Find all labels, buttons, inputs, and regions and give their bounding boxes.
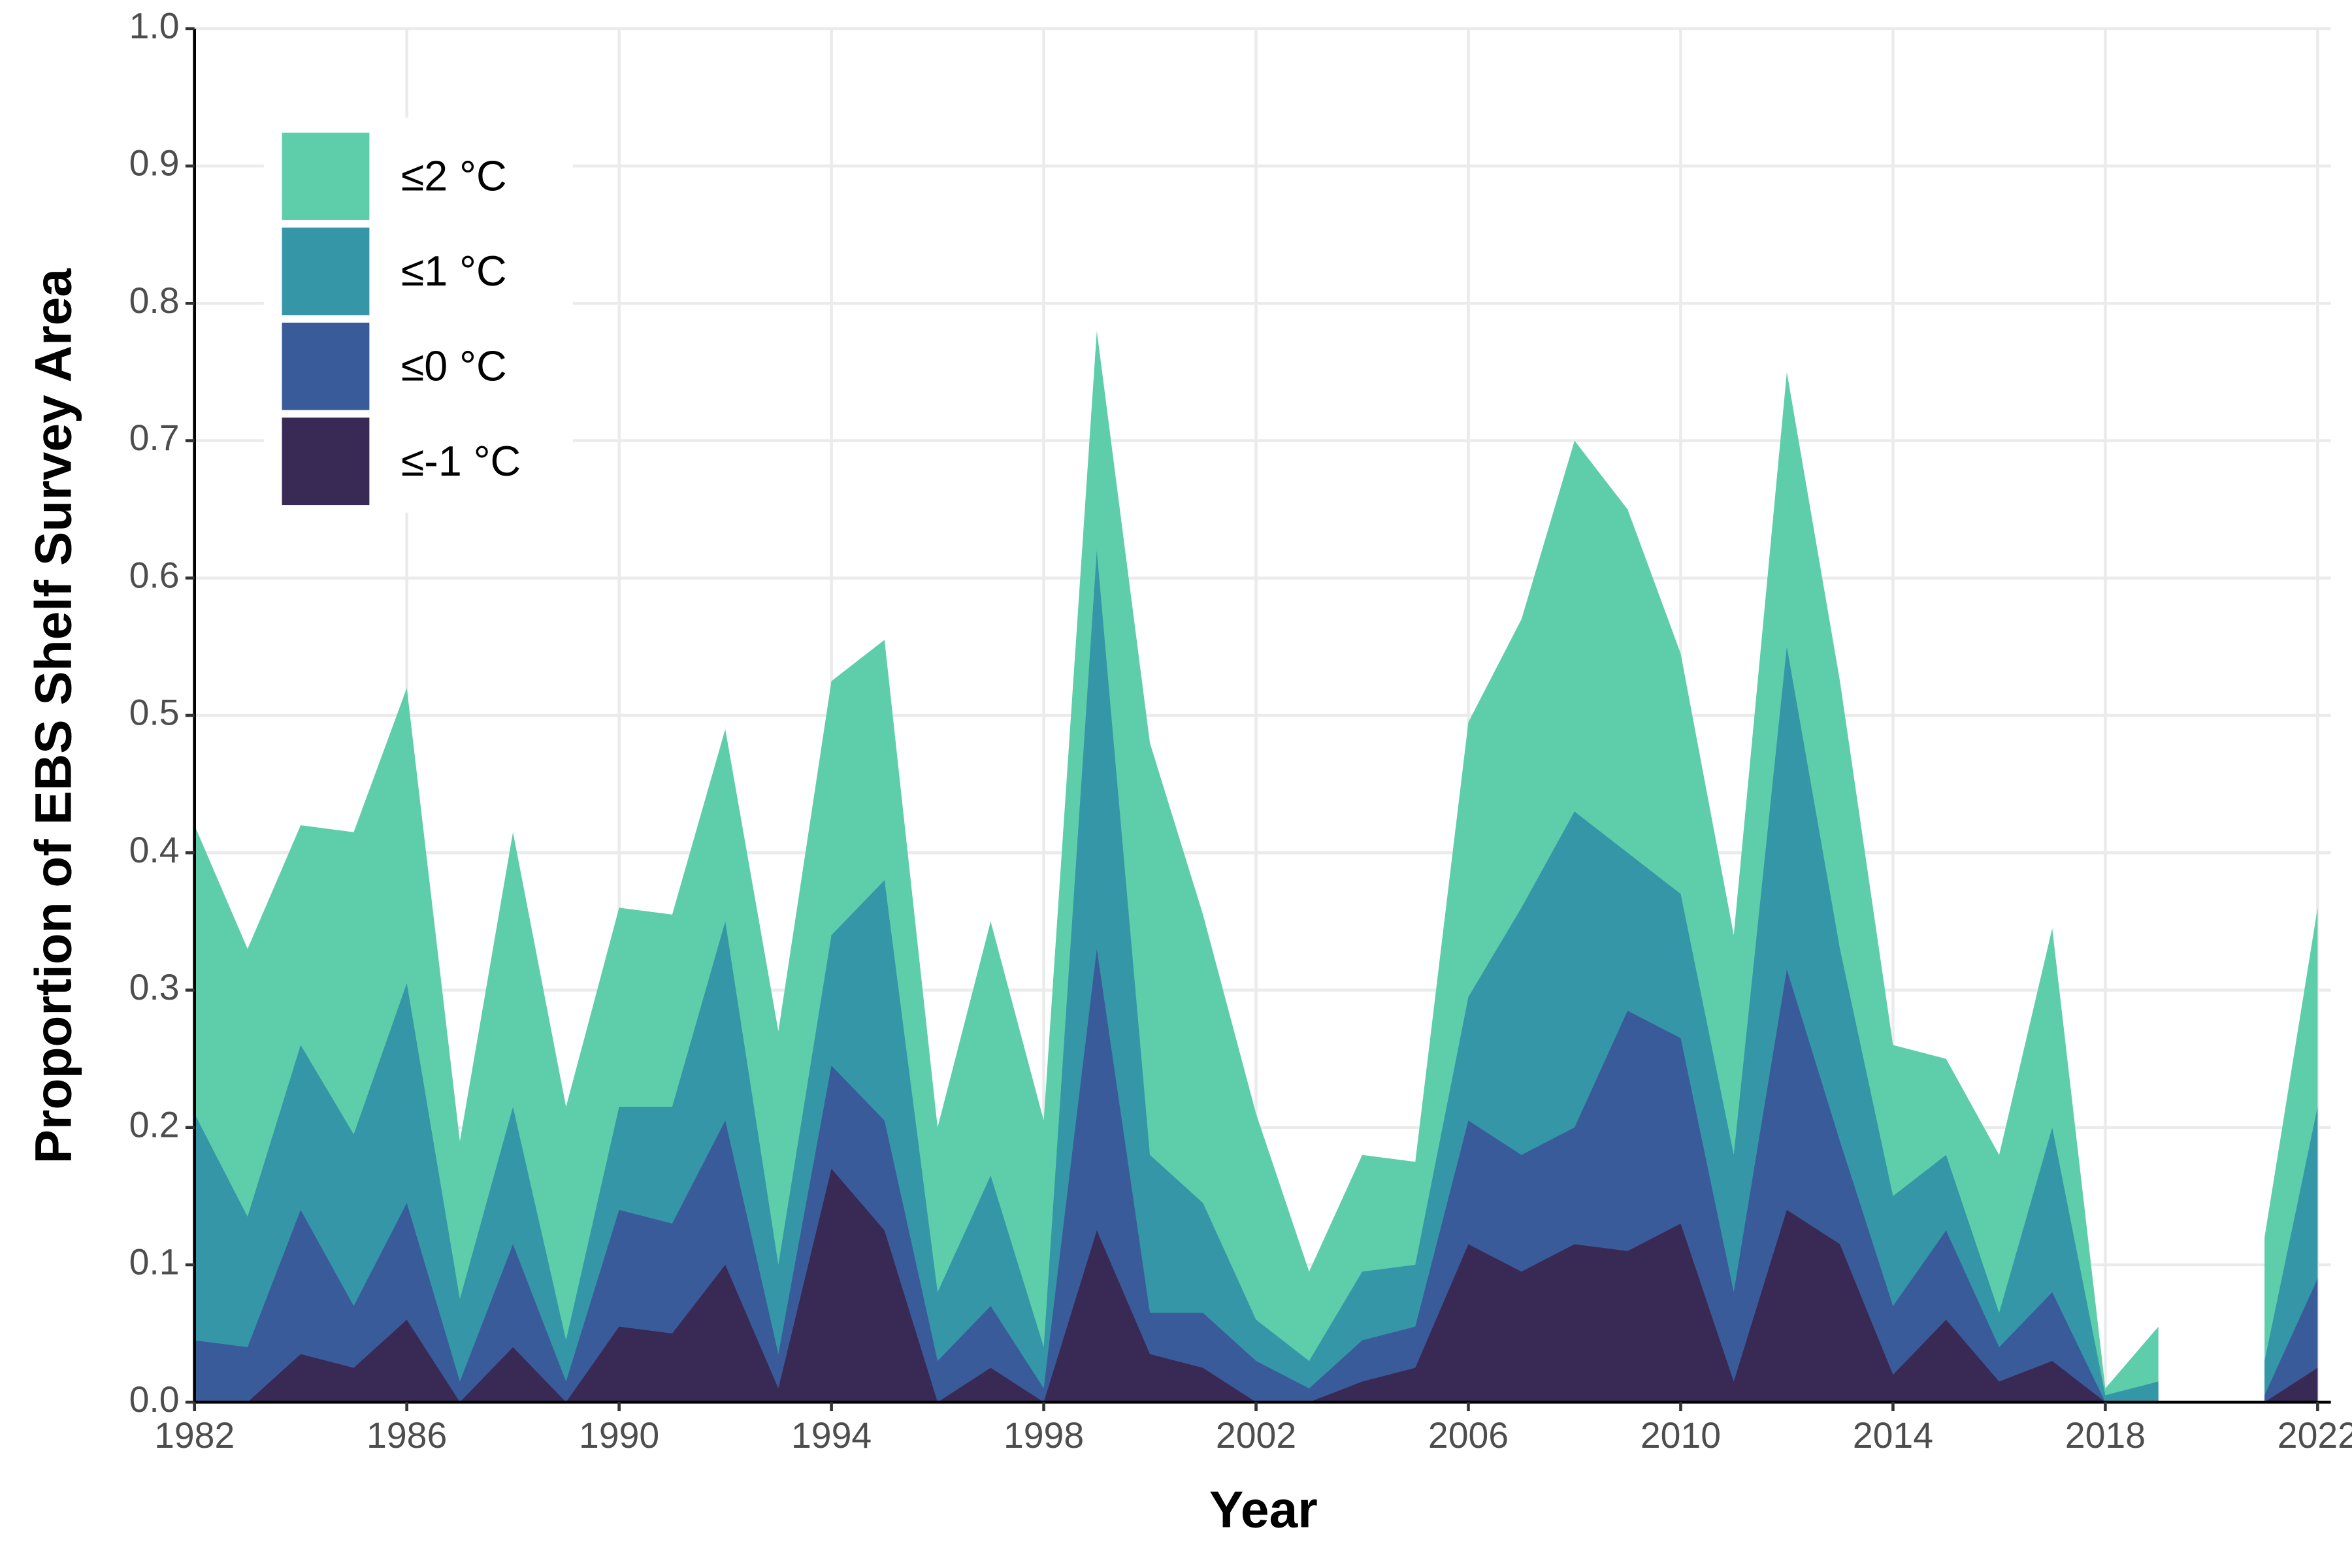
x-tick-label: 2002 [1216, 1415, 1296, 1456]
y-tick-label: 0.8 [129, 280, 180, 321]
y-tick-label: 0.2 [129, 1104, 180, 1145]
x-tick-label: 1998 [1004, 1415, 1084, 1456]
y-tick-label: 0.0 [129, 1379, 180, 1420]
legend-label: ≤0 °C [401, 342, 507, 389]
y-tick-label: 0.9 [129, 143, 180, 184]
y-tick-label: 0.6 [129, 555, 180, 595]
y-tick-label: 0.1 [129, 1242, 180, 1282]
y-tick-label: 0.4 [129, 830, 180, 870]
x-tick-label: 2022 [2278, 1415, 2352, 1456]
x-tick-label: 1986 [367, 1415, 447, 1456]
y-tick-label: 0.3 [129, 967, 180, 1007]
x-tick-label: 1994 [791, 1415, 872, 1456]
y-tick-label: 0.5 [129, 693, 180, 733]
y-tick-label: 0.7 [129, 417, 180, 458]
y-axis-title: Proportion of EBS Shelf Survey Area [24, 268, 82, 1164]
legend-key [282, 417, 370, 506]
x-tick-label: 2010 [1641, 1415, 1721, 1456]
x-tick-label: 2006 [1428, 1415, 1509, 1456]
legend-key [282, 227, 370, 316]
x-tick-label: 1982 [154, 1415, 235, 1456]
y-tick-label: 1.0 [129, 5, 180, 46]
x-axis-title: Year [1209, 1481, 1318, 1539]
x-tick-label: 2014 [1853, 1415, 1933, 1456]
legend: ≤2 °C ≤1 °C ≤0 °C ≤-1 °C [263, 118, 573, 513]
area [194, 1168, 2318, 1403]
legend-label: ≤-1 °C [401, 438, 521, 485]
x-tick-label: 2018 [2065, 1415, 2146, 1456]
x-tick-label: 1990 [579, 1415, 659, 1456]
legend-key [282, 322, 370, 410]
legend-label: ≤2 °C [401, 153, 507, 200]
legend-label: ≤1 °C [401, 248, 507, 295]
legend-key [282, 133, 370, 220]
